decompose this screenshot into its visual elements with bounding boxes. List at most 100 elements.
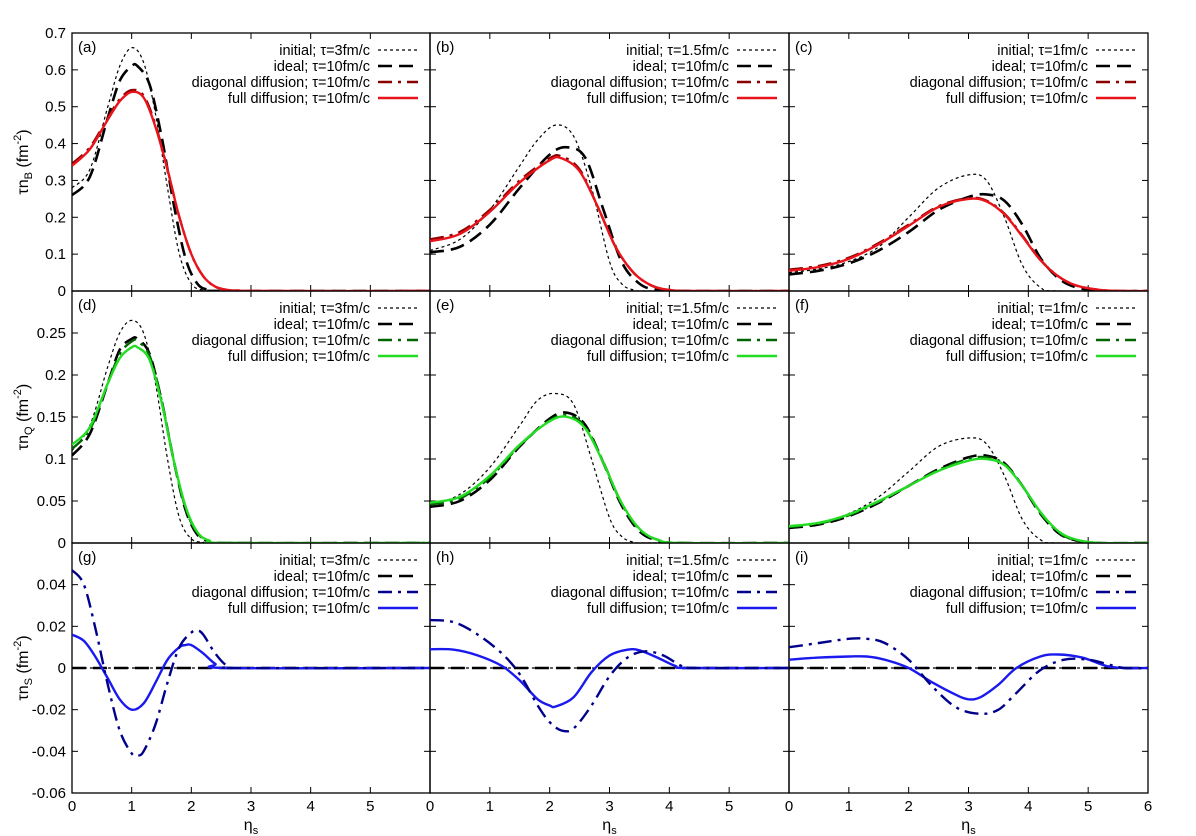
x-tick-label: 2 (187, 798, 195, 815)
x-tick-label: 6 (1144, 798, 1152, 815)
legend-entry: initial; τ=3fm/c (279, 301, 370, 317)
series-diagonal-diffusion (789, 196, 1148, 291)
legend-entry: initial; τ=1.5fm/c (626, 301, 729, 317)
x-axis-label: ηs (961, 817, 976, 836)
legend-entry: ideal; τ=10fm/c (274, 569, 370, 585)
x-tick-label: 5 (366, 798, 374, 815)
y-tick-label: -0.02 (32, 702, 66, 719)
x-tick-label: 5 (725, 798, 733, 815)
x-tick-label: 2 (545, 798, 553, 815)
plot-frame (429, 290, 790, 544)
y-tick-label: 0 (58, 535, 66, 552)
x-axis-label: ηs (602, 817, 617, 836)
legend-entry: initial; τ=3fm/c (279, 553, 370, 569)
panel-label: (f) (795, 297, 809, 314)
panel-label: (a) (78, 39, 96, 56)
y-tick-label: 0.4 (45, 136, 66, 153)
x-axis-label: ηs (244, 817, 259, 836)
series-full-diffusion (789, 197, 1148, 291)
x-tick-label: 3 (605, 798, 613, 815)
series-diagonal-diffusion (789, 637, 1148, 716)
series-diagonal-diffusion (72, 338, 430, 543)
y-tick-label: 0.3 (45, 172, 66, 189)
panel-label: (e) (436, 297, 454, 314)
x-tick-label: 1 (486, 798, 494, 815)
legend-entry: diagonal diffusion; τ=10fm/c (551, 333, 729, 349)
series-initial (430, 392, 789, 543)
legend-entry: initial; τ=1.5fm/c (626, 553, 729, 569)
y-tick-label: 0 (58, 660, 66, 677)
y-tick-label: 0.02 (37, 618, 66, 635)
x-tick-label: 0 (426, 798, 434, 815)
legend-entry: full diffusion; τ=10fm/c (587, 91, 729, 107)
series-ideal (789, 453, 1148, 543)
x-tick-label: 3 (964, 798, 972, 815)
panel-label: (b) (436, 39, 454, 56)
series-group (789, 173, 1148, 291)
legend-entry: full diffusion; τ=10fm/c (228, 91, 370, 107)
panel-label: (i) (795, 549, 808, 566)
y-tick-label: -0.06 (32, 785, 66, 802)
series-initial (72, 47, 430, 291)
series-full-diffusion (72, 633, 430, 712)
legend-entry: full diffusion; τ=10fm/c (587, 349, 729, 365)
series-initial (430, 124, 789, 291)
x-tick-label: 0 (785, 798, 793, 815)
legend-entry: full diffusion; τ=10fm/c (946, 349, 1088, 365)
series-ideal (430, 145, 789, 291)
axis-labels: 0 0.1 0.2 0.3 0.4 0.5 0.6 0.7 0 0.05 0.1 0.15 0.2 0.2… (12, 25, 1152, 836)
y-tick-label: 0.1 (45, 451, 66, 468)
y-tick-label: 0.5 (45, 99, 66, 116)
x-tick-label: 4 (1024, 798, 1032, 815)
series-ideal (72, 335, 430, 543)
series-group (430, 392, 789, 543)
series-full-diffusion (430, 647, 789, 709)
series-group (72, 569, 430, 758)
y-tick-label: 0.1 (45, 246, 66, 263)
series-diagonal-diffusion (72, 88, 430, 291)
series-full-diffusion (789, 457, 1148, 543)
y-tick-label: -0.04 (32, 743, 66, 760)
series-initial (789, 173, 1148, 291)
series-diagonal-diffusion (789, 455, 1148, 543)
legend-entry: ideal; τ=10fm/c (633, 59, 729, 75)
plot-frame (429, 32, 790, 292)
legend-entry: ideal; τ=10fm/c (633, 569, 729, 585)
legend-entry: ideal; τ=10fm/c (274, 317, 370, 333)
x-tick-label: 3 (247, 798, 255, 815)
series-ideal (789, 192, 1148, 291)
legend-entry: full diffusion; τ=10fm/c (228, 601, 370, 617)
legend-entry: ideal; τ=10fm/c (274, 59, 370, 75)
x-tick-label: 0 (68, 798, 76, 815)
plot-frame (71, 290, 431, 544)
legend-entry: diagonal diffusion; τ=10fm/c (910, 333, 1088, 349)
legend-entry: full diffusion; τ=10fm/c (946, 91, 1088, 107)
x-tick-label: 4 (306, 798, 314, 815)
series-full-diffusion (430, 415, 789, 543)
series-diagonal-diffusion (430, 153, 789, 291)
series-diagonal-diffusion (72, 569, 430, 758)
panel-label: (d) (78, 297, 96, 314)
series-diagonal-diffusion (430, 618, 789, 733)
legend-entry: diagonal diffusion; τ=10fm/c (192, 585, 370, 601)
legend-entry: diagonal diffusion; τ=10fm/c (910, 585, 1088, 601)
series-full-diffusion (72, 344, 430, 543)
y-tick-label: 0.05 (37, 493, 66, 510)
series-full-diffusion (430, 155, 789, 291)
x-tick-label: 5 (1084, 798, 1092, 815)
legend-entry: ideal; τ=10fm/c (992, 317, 1088, 333)
y-tick-label: 0.25 (37, 325, 66, 342)
series-group (430, 124, 789, 291)
legend-entry: diagonal diffusion; τ=10fm/c (910, 75, 1088, 91)
plot-frame (788, 32, 1149, 292)
series-group (789, 437, 1148, 543)
series-group (430, 618, 789, 733)
plot-frame (788, 290, 1149, 544)
x-tick-label: 2 (904, 798, 912, 815)
legend-entry: ideal; τ=10fm/c (992, 59, 1088, 75)
